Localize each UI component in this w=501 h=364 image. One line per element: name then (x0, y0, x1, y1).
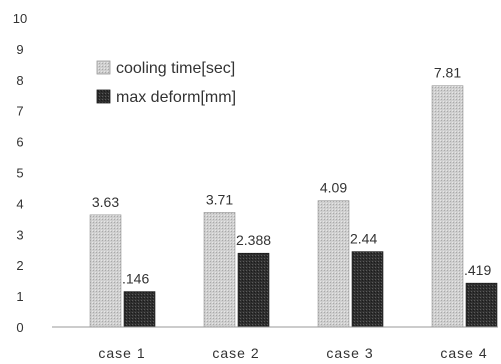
data-label-max-deform-4: .419 (464, 262, 491, 278)
y-tick-label: 10 (13, 11, 27, 26)
data-label-cooling-time-2: 3.71 (206, 191, 233, 207)
y-tick-label: 5 (16, 166, 23, 181)
y-axis-ticks: 0 1 2 3 4 5 6 7 8 9 10 (13, 11, 27, 335)
category-label-3: case 3 (326, 345, 373, 361)
data-label-cooling-time-1: 3.63 (92, 194, 119, 210)
data-labels: 3.63 .146 3.71 2.388 4.09 2.44 7.81 .419 (92, 65, 492, 287)
legend: cooling time[sec] max deform[mm] (96, 60, 236, 106)
bar-max-deform-3 (351, 251, 384, 328)
y-tick-label: 3 (16, 227, 23, 242)
bar-max-deform-2 (237, 252, 270, 328)
y-tick-label: 0 (16, 320, 23, 335)
data-label-max-deform-3: 2.44 (350, 231, 377, 247)
y-tick-label: 2 (16, 258, 23, 273)
y-tick-label: 7 (16, 104, 23, 119)
category-label-4: case 4 (440, 345, 487, 361)
bar-cooling-time-3 (317, 200, 350, 328)
bar-max-deform-4 (465, 282, 498, 328)
legend-swatch-cooling-time (96, 60, 111, 75)
y-tick-label: 9 (16, 42, 23, 57)
bar-cooling-time-2 (203, 212, 236, 328)
y-tick-label: 1 (16, 289, 23, 304)
category-label-1: case 1 (98, 345, 145, 361)
category-labels: case 1 case 2 case 3 case 4 (98, 345, 487, 361)
y-tick-label: 6 (16, 135, 23, 150)
bar-cooling-time-1 (89, 214, 122, 328)
data-label-max-deform-1: .146 (122, 271, 149, 287)
data-label-cooling-time-3: 4.09 (320, 180, 347, 196)
data-label-max-deform-2: 2.388 (236, 232, 271, 248)
y-tick-label: 4 (16, 196, 23, 211)
legend-swatch-max-deform (96, 89, 111, 104)
category-label-2: case 2 (212, 345, 259, 361)
data-label-cooling-time-4: 7.81 (434, 65, 461, 81)
y-tick-label: 8 (16, 73, 23, 88)
legend-label-max-deform: max deform[mm] (116, 89, 236, 106)
bar-cooling-time-4 (431, 85, 464, 328)
legend-label-cooling-time: cooling time[sec] (116, 60, 235, 77)
bars (89, 85, 498, 328)
bar-max-deform-1 (123, 291, 156, 328)
